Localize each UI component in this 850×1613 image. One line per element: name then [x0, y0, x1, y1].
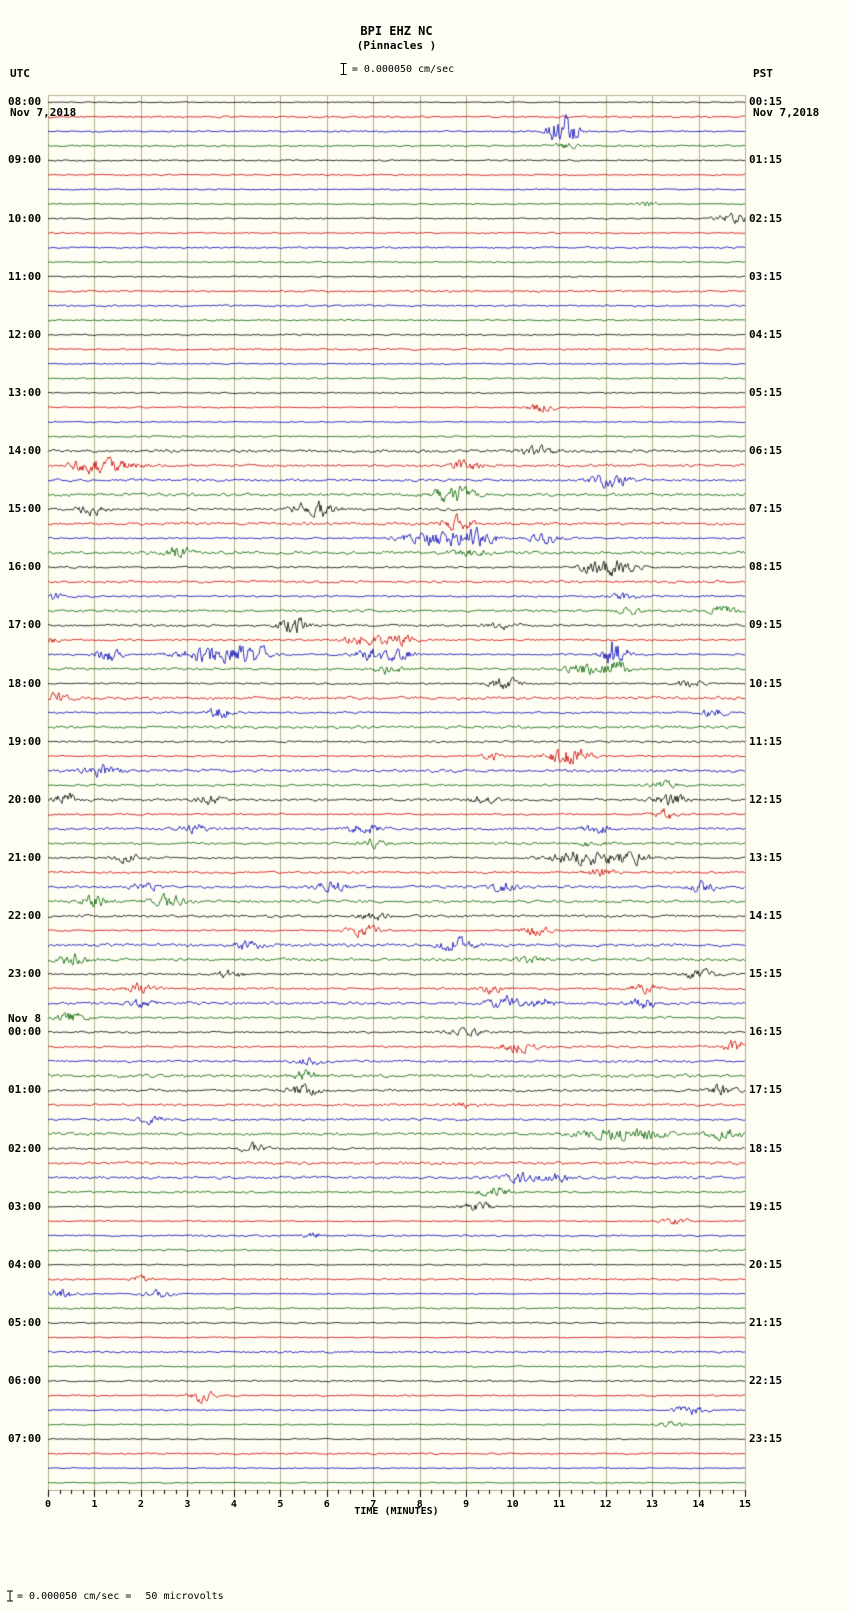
- pst-hour-label: 05:15: [749, 385, 783, 399]
- pst-hour-label: 13:15: [749, 850, 783, 864]
- utc-hour-label: 23:00: [8, 967, 42, 981]
- scale-label: = 0.000050 cm/sec: [351, 64, 455, 75]
- scale-footnote: = 0.000050 cm/sec = 50 microvolts: [6, 1590, 224, 1602]
- pst-label: PST: [753, 67, 773, 80]
- x-axis-title: TIME (MINUTES): [354, 1506, 439, 1517]
- utc-hour-label: 12:00: [8, 327, 42, 341]
- x-tick-label: 8: [416, 1499, 423, 1510]
- utc-hour-label: 04:00: [8, 1257, 42, 1271]
- x-tick-label: 10: [506, 1499, 519, 1510]
- pst-hour-label: 17:15: [749, 1083, 783, 1097]
- utc-hour-label: 15:00: [8, 502, 42, 516]
- utc-hour-label: 01:00: [8, 1083, 42, 1097]
- utc-hour-label: 21:00: [8, 850, 42, 864]
- utc-hour-label: 16:00: [8, 560, 42, 574]
- pst-hour-label: 01:15: [749, 153, 783, 167]
- pst-hour-label: 18:15: [749, 1141, 783, 1155]
- scale-ibeam-icon: [340, 63, 347, 75]
- x-tick-label: 0: [44, 1499, 52, 1510]
- footnote-eq: = 0.000050 cm/sec =: [17, 1591, 132, 1602]
- utc-hour-label: 05:00: [8, 1315, 42, 1329]
- day-change-label: Nov 8: [8, 1012, 42, 1026]
- x-tick-label: 15: [738, 1499, 752, 1510]
- x-tick-label: 1: [91, 1499, 98, 1510]
- x-tick-label: 11: [553, 1499, 566, 1510]
- footnote-ibeam-icon: [7, 1590, 13, 1602]
- pst-hour-label: 19:15: [749, 1199, 783, 1213]
- pst-hour-label: 12:15: [749, 792, 783, 806]
- utc-hour-label: 11:00: [8, 269, 42, 283]
- utc-header: UTC Nov 7,2018: [10, 41, 76, 145]
- pst-date: Nov 7,2018: [753, 106, 820, 119]
- pst-hour-label: 16:15: [749, 1025, 783, 1039]
- utc-hour-label: 03:00: [8, 1199, 42, 1213]
- x-tick-label: 13: [646, 1499, 659, 1510]
- pst-hour-label: 21:15: [749, 1315, 783, 1329]
- utc-date: Nov 7,2018: [10, 106, 77, 119]
- utc-hour-label: 13:00: [8, 385, 42, 399]
- utc-hour-label: 19:00: [8, 734, 42, 748]
- pst-hour-label: 14:15: [749, 909, 783, 923]
- station-location: (Pinnacles ): [356, 39, 437, 52]
- pst-hour-label: 03:15: [749, 269, 783, 283]
- pst-hour-label: 08:15: [749, 560, 783, 574]
- x-tick-label: 3: [184, 1499, 191, 1510]
- x-tick-label: 2: [137, 1499, 144, 1510]
- utc-hour-label: 09:00: [8, 153, 42, 167]
- x-tick-label: 4: [230, 1499, 237, 1510]
- pst-hour-label: 06:15: [749, 444, 783, 458]
- x-tick-label: 12: [599, 1499, 612, 1510]
- utc-hour-label: 07:00: [8, 1432, 42, 1446]
- pst-hour-label: 10:15: [749, 676, 783, 690]
- pst-hour-label: 00:15: [749, 95, 783, 109]
- pst-hour-label: 07:15: [749, 502, 783, 516]
- x-tick-label: 14: [692, 1499, 705, 1510]
- utc-hour-label: 20:00: [8, 792, 42, 806]
- pst-header: PST Nov 7,2018: [753, 41, 819, 145]
- x-tick-label: 9: [463, 1499, 470, 1510]
- scale-indicator: = 0.000050 cm/sec: [48, 62, 745, 76]
- utc-hour-label: 22:00: [8, 909, 42, 923]
- pst-hour-label: 11:15: [749, 734, 783, 748]
- x-tick-label: 6: [323, 1499, 330, 1510]
- utc-hour-label: 17:00: [8, 618, 42, 632]
- utc-hour-label: 08:00: [8, 95, 42, 109]
- utc-hour-label: 10:00: [8, 211, 42, 225]
- pst-hour-label: 22:15: [749, 1374, 783, 1388]
- station-title: BPI EHZ NC: [360, 24, 433, 38]
- utc-hour-label: 00:00: [8, 1025, 42, 1039]
- utc-hour-label: 06:00: [8, 1374, 42, 1388]
- utc-hour-label: 02:00: [8, 1141, 42, 1155]
- x-tick-label: 5: [277, 1499, 284, 1510]
- pst-hour-label: 23:15: [749, 1432, 783, 1446]
- utc-hour-label: 14:00: [8, 444, 42, 458]
- pst-hour-label: 15:15: [749, 967, 783, 981]
- pst-hour-label: 09:15: [749, 618, 783, 632]
- x-tick-label: 7: [370, 1499, 377, 1510]
- utc-label: UTC: [10, 67, 30, 80]
- footnote-value: 50 microvolts: [145, 1591, 224, 1602]
- pst-hour-label: 04:15: [749, 327, 783, 341]
- pst-hour-label: 20:15: [749, 1257, 783, 1271]
- utc-hour-label: 18:00: [8, 676, 42, 690]
- pst-hour-label: 02:15: [749, 211, 783, 225]
